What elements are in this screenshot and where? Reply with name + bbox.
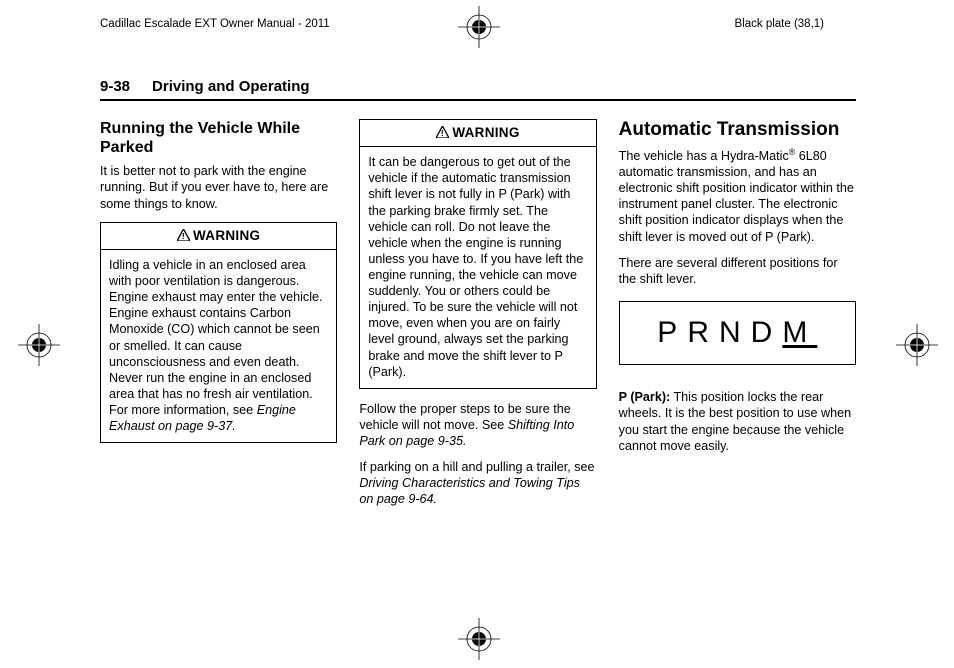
- column-3: Automatic Transmission The vehicle has a…: [619, 119, 856, 517]
- crop-mark-right: [896, 324, 938, 366]
- warning-label: WARNING: [452, 125, 519, 140]
- warning-icon: !: [436, 125, 449, 142]
- shift-indicator-graphic: PRNDM: [619, 301, 856, 365]
- page-number: 9-38: [100, 78, 130, 95]
- warning-header: ! WARNING: [360, 120, 595, 147]
- plate-info: Black plate (38,1): [735, 18, 825, 30]
- warning-box-2: ! WARNING It can be dangerous to get out…: [359, 119, 596, 389]
- transmission-intro: The vehicle has a Hydra-Matic® 6L80 auto…: [619, 147, 856, 245]
- manual-title: Cadillac Escalade EXT Owner Manual - 201…: [100, 18, 330, 30]
- warning-body: Idling a vehicle in an enclosed area wit…: [101, 250, 336, 442]
- reference-link: Driving Characteristics and Towing Tips …: [359, 476, 580, 506]
- crop-mark-bottom: [458, 618, 500, 660]
- print-header: Cadillac Escalade EXT Owner Manual - 201…: [0, 18, 954, 30]
- warning-box-1: ! WARNING Idling a vehicle in an enclose…: [100, 222, 337, 443]
- follow-steps-paragraph: Follow the proper steps to be sure the v…: [359, 401, 596, 449]
- warning-icon: !: [177, 228, 190, 245]
- page-content: 9-38 Driving and Operating Running the Ve…: [100, 78, 856, 517]
- park-description: P (Park): This position locks the rear w…: [619, 389, 856, 453]
- prndm-letters: PRNDM: [657, 316, 817, 349]
- warning-label: WARNING: [193, 228, 260, 243]
- hill-parking-paragraph: If parking on a hill and pulling a trail…: [359, 459, 596, 507]
- positions-paragraph: There are several different positions fo…: [619, 255, 856, 287]
- warning-body: It can be dangerous to get out of the ve…: [360, 147, 595, 388]
- intro-paragraph: It is better not to park with the engine…: [100, 163, 337, 211]
- section-title: Driving and Operating: [152, 78, 310, 95]
- crop-mark-left: [18, 324, 60, 366]
- heading-transmission: Automatic Transmission: [619, 119, 856, 141]
- subheading-running: Running the Vehicle While Parked: [100, 119, 337, 157]
- column-1: Running the Vehicle While Parked It is b…: [100, 119, 337, 517]
- svg-text:!: !: [182, 231, 185, 241]
- warning-header: ! WARNING: [101, 223, 336, 250]
- page-header: 9-38 Driving and Operating: [100, 78, 856, 101]
- column-2: ! WARNING It can be dangerous to get out…: [359, 119, 596, 517]
- svg-text:!: !: [441, 128, 444, 138]
- park-label: P (Park):: [619, 390, 671, 404]
